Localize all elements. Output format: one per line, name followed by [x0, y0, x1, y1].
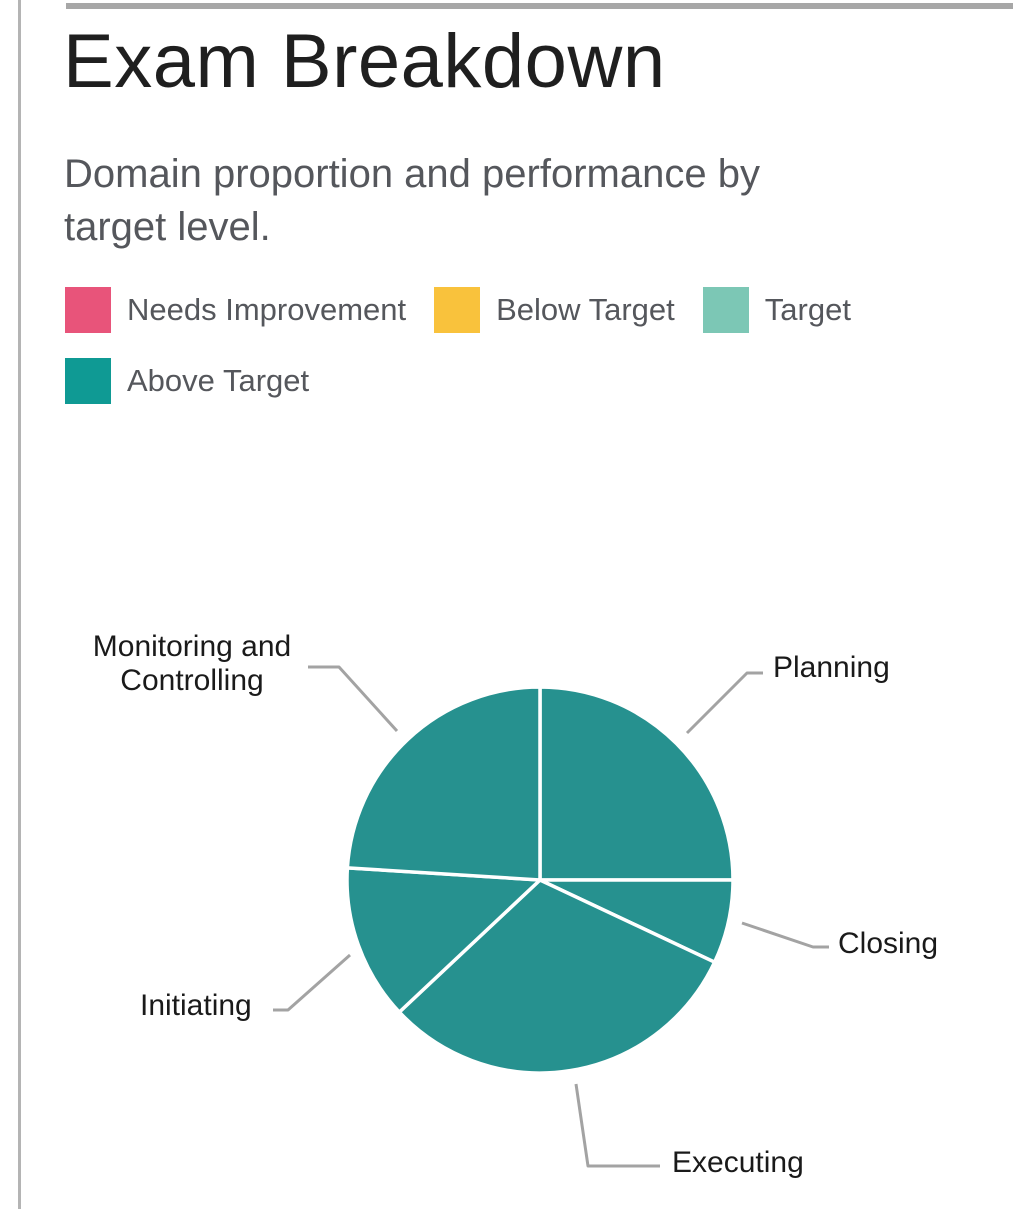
- legend-swatch-above-target: [65, 358, 111, 404]
- pie-slice-label-initiating: Initiating: [140, 989, 252, 1022]
- pie-slice-label-closing: Closing: [838, 927, 939, 960]
- page-title: Exam Breakdown: [63, 19, 666, 104]
- pie-slice-monitoring-and-controlling[interactable]: [345, 685, 542, 882]
- pie-slice-label-executing: Executing: [672, 1146, 804, 1179]
- pie-slice-label-monitoring-and-controlling: Monitoring and Controlling: [92, 630, 292, 697]
- pie-leader-line-monitoring-and-controlling: [308, 665, 399, 733]
- page-subtitle: Domain proportion and performance by tar…: [64, 152, 760, 250]
- pie-slice-planning[interactable]: [538, 685, 735, 882]
- legend-label: Above Target: [127, 363, 310, 398]
- pie-slice-executing[interactable]: [397, 878, 717, 1075]
- legend-item-below-target[interactable]: Below Target: [434, 287, 675, 333]
- pie-leader-line-closing: [741, 921, 829, 949]
- legend-label: Target: [764, 292, 851, 327]
- chart-legend: Needs Improvement Below Target Target Ab…: [65, 287, 965, 404]
- top-divider-bar: [66, 3, 1013, 9]
- legend-swatch-needs-improvement: [65, 287, 111, 333]
- pie-leader-line-planning: [685, 671, 763, 735]
- legend-item-target[interactable]: Target: [702, 287, 851, 333]
- legend-swatch-target: [702, 287, 749, 333]
- page-left-border: [18, 0, 21, 1209]
- legend-label: Below Target: [496, 292, 675, 327]
- legend-label: Needs Improvement: [127, 292, 407, 327]
- legend-item-above-target[interactable]: Above Target: [65, 358, 309, 404]
- pie-leader-line-initiating: [273, 953, 351, 1012]
- legend-item-needs-improvement[interactable]: Needs Improvement: [65, 287, 406, 333]
- pie-leader-line-executing: [574, 1083, 660, 1168]
- pie-slice-label-planning: Planning: [773, 651, 890, 684]
- pie-slice-initiating[interactable]: [345, 866, 542, 1014]
- legend-swatch-below-target: [434, 287, 481, 333]
